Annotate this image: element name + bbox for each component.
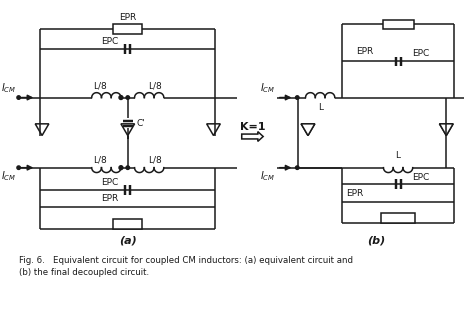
Circle shape	[119, 166, 123, 169]
Circle shape	[119, 95, 123, 100]
Circle shape	[295, 166, 299, 169]
Bar	[383, 20, 414, 29]
Text: L: L	[396, 151, 401, 160]
Text: (b): (b)	[367, 236, 385, 246]
Text: K=1: K=1	[240, 122, 265, 132]
Text: EPC: EPC	[101, 36, 119, 45]
Polygon shape	[121, 124, 135, 136]
Text: L: L	[318, 103, 323, 112]
Text: EPC: EPC	[412, 173, 429, 182]
Circle shape	[295, 96, 299, 99]
Text: EPC: EPC	[101, 178, 119, 187]
Text: EPR: EPR	[346, 189, 363, 198]
Text: L/8: L/8	[148, 81, 162, 91]
Polygon shape	[301, 124, 315, 136]
Text: L/8: L/8	[93, 156, 108, 165]
Circle shape	[17, 96, 20, 99]
Bar	[381, 213, 415, 223]
Polygon shape	[439, 124, 453, 136]
Polygon shape	[242, 132, 263, 142]
Circle shape	[126, 166, 129, 169]
Text: $I_{CM}$: $I_{CM}$	[260, 81, 275, 95]
Text: EPR: EPR	[119, 13, 137, 22]
Polygon shape	[35, 124, 49, 136]
Circle shape	[126, 96, 129, 99]
Text: C': C'	[137, 119, 145, 128]
Polygon shape	[439, 124, 453, 136]
Text: (a): (a)	[119, 236, 137, 246]
Bar	[113, 25, 142, 34]
Polygon shape	[207, 124, 220, 136]
Text: EPR: EPR	[356, 47, 373, 56]
Circle shape	[17, 166, 20, 169]
Text: EPC: EPC	[412, 49, 429, 58]
Polygon shape	[301, 124, 315, 136]
Text: EPR: EPR	[101, 194, 119, 203]
Text: $I_{CM}$: $I_{CM}$	[260, 169, 275, 183]
Text: $I_{CM}$: $I_{CM}$	[1, 81, 17, 95]
Bar	[113, 219, 142, 229]
Text: L/8: L/8	[93, 81, 108, 91]
Text: $I_{CM}$: $I_{CM}$	[1, 169, 17, 183]
Text: L/8: L/8	[148, 156, 162, 165]
Text: Fig. 6.   Equivalent circuit for coupled CM inductors: (a) equivalent circuit an: Fig. 6. Equivalent circuit for coupled C…	[18, 256, 353, 277]
